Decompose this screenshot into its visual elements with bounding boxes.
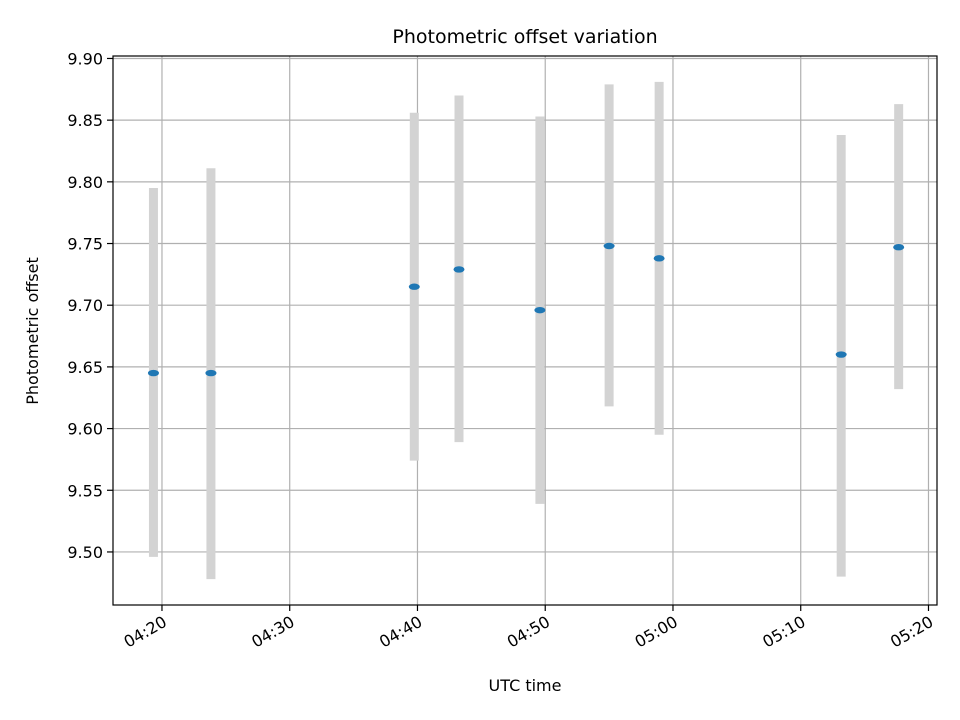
x-tick-label: 05:00 [632,612,681,652]
x-axis-title: UTC time [489,676,562,695]
x-tick-label: 04:20 [121,612,170,652]
plot-frame [112,55,938,606]
data-point [408,283,420,290]
data-point [147,369,159,377]
x-tick-label: 05:20 [887,612,936,652]
y-tick-label: 9.65 [67,358,103,377]
y-axis-ticks: 9.50 9.55 9.60 9.65 9.70 9.75 9.80 9.85 9.90 [67,49,113,562]
data-point [205,369,217,377]
y-axis-title: Photometric offset [23,257,42,405]
data-point [603,242,615,250]
y-tick-label: 9.50 [67,543,103,562]
y-tick-label: 9.85 [67,111,103,130]
grid-lines [113,56,937,605]
x-tick-label: 04:30 [248,612,297,652]
y-tick-label: 9.55 [67,481,103,500]
y-tick-label: 9.75 [67,235,103,254]
data-point [534,306,546,314]
x-axis-ticks: 04:20 04:30 04:40 04:50 05:00 05:10 05:20 [121,605,936,652]
x-tick-label: 05:10 [759,612,808,652]
x-tick-label: 04:50 [504,612,553,652]
data-point [653,255,665,262]
data-point [453,266,465,273]
y-tick-label: 9.90 [67,49,103,68]
error-bars [148,81,904,580]
data-points [147,242,905,377]
y-tick-label: 9.70 [67,296,103,315]
chart-title: Photometric offset variation [392,26,657,48]
y-tick-label: 9.60 [67,420,103,439]
y-tick-label: 9.80 [67,173,103,192]
data-point [893,244,905,251]
x-tick-label: 04:40 [376,612,425,652]
data-point [835,351,847,358]
